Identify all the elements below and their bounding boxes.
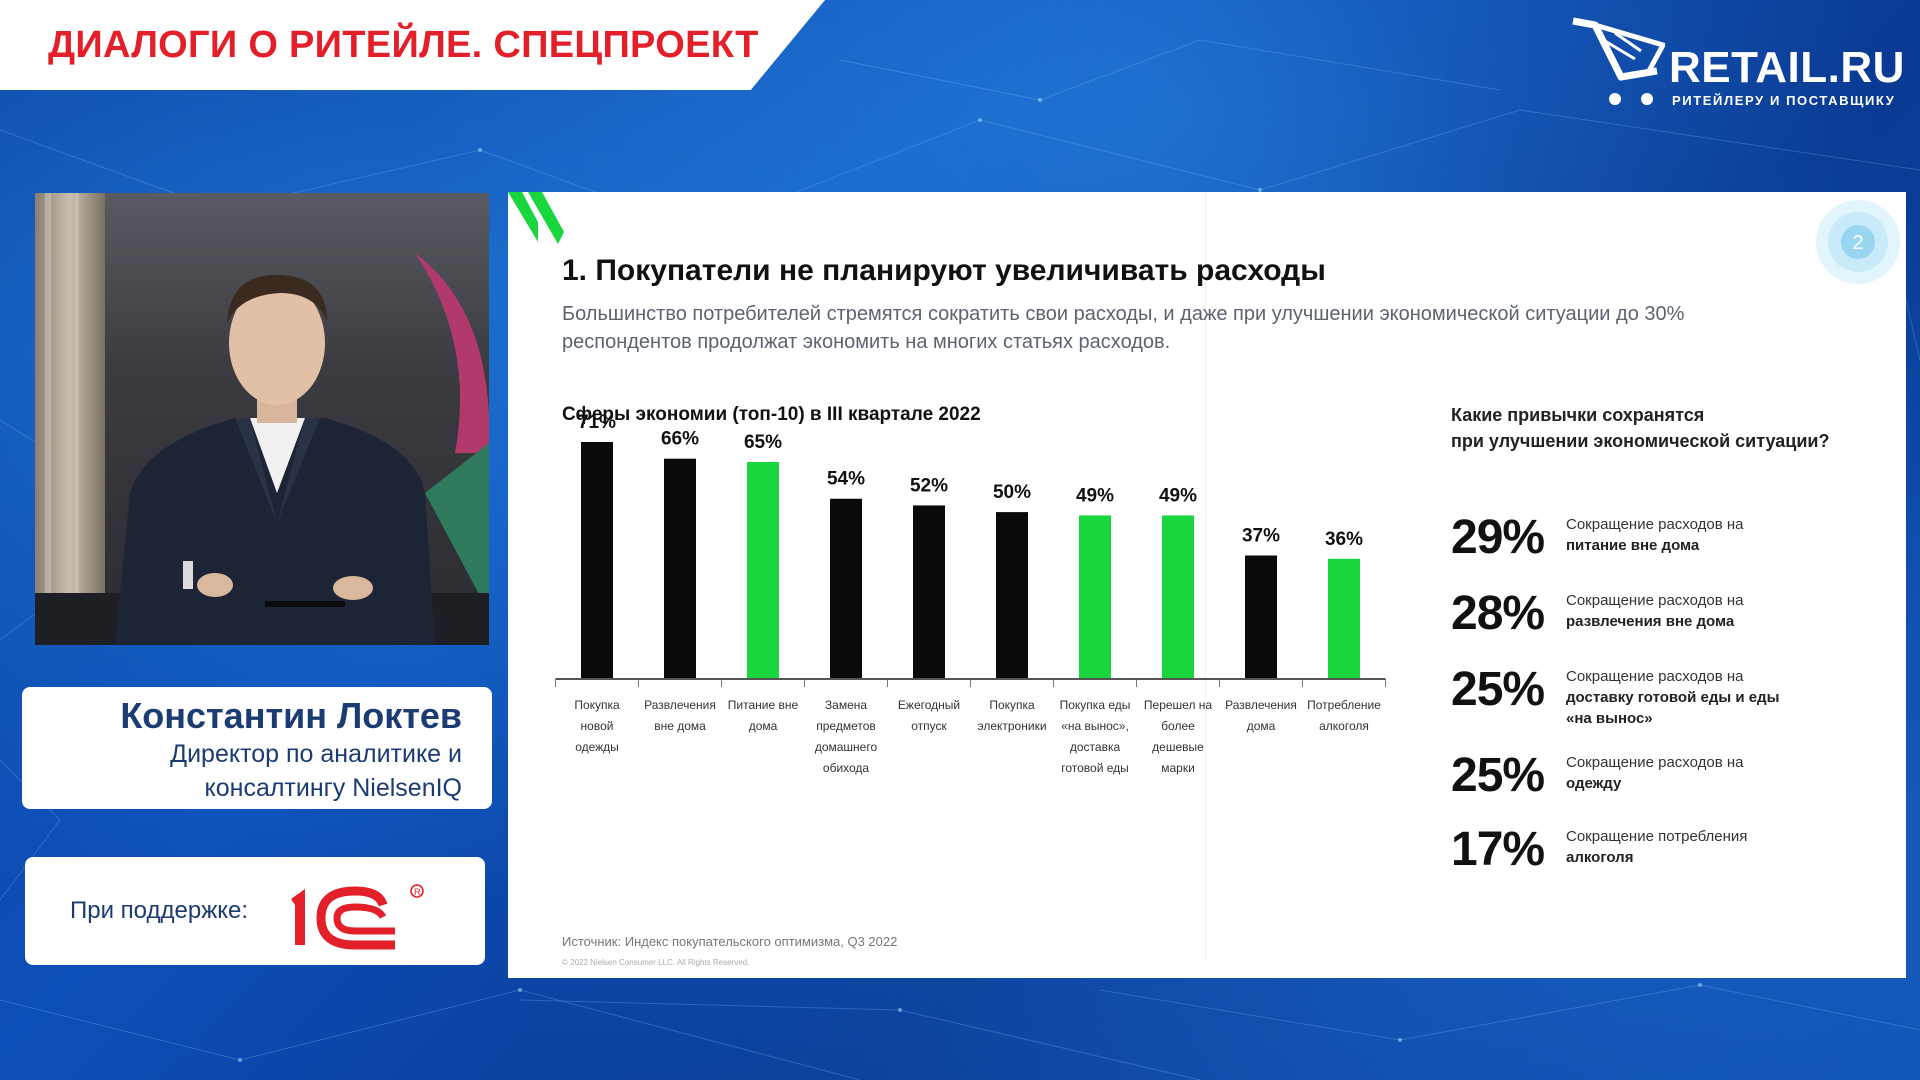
habit-text-line2: развлечения вне дома [1566, 613, 1735, 630]
habits-title: Какие привычки сохранятся при улучшении … [1451, 402, 1829, 454]
habit-text-line2: алкоголя [1566, 849, 1634, 866]
chart-category-label: Покупка новой одежды [574, 698, 620, 754]
chart-value-label: 49% [1076, 485, 1114, 506]
chart-category-label: Ежегодный отпуск [898, 698, 960, 733]
habit-text-line2: доставку готовой еды и еды «на вынос» [1566, 689, 1780, 727]
chart-value-label: 37% [1242, 525, 1280, 546]
habit-percent: 28% [1451, 587, 1545, 640]
chart-bar [830, 498, 862, 679]
habit-text: Сокращение расходов на развлечения вне д… [1566, 590, 1806, 632]
source-note: Источник: Индекс покупательского оптимиз… [562, 934, 898, 949]
slide-subtitle: Большинство потребителей стремятся сокра… [562, 303, 1685, 353]
slide-title: 1. Покупатели не планируют увеличивать р… [562, 254, 1326, 287]
cart-icon [1572, 17, 1665, 105]
chart-value-label: 71% [578, 412, 616, 433]
retail-logo-tagline: РИТЕЙЛЕРУ И ПОСТАВЩИКУ [1672, 93, 1896, 108]
chart-category-label: Покупка электроники [977, 698, 1046, 733]
presentation-slide: 2 1. Покупатели не планируют увеличивать… [508, 192, 1906, 978]
savings-bar-chart: 71% Покупка новой одежды 66% Развлечения вне д… [555, 412, 1386, 775]
habit-text-line2: одежду [1566, 775, 1622, 792]
chart-value-label: 65% [744, 432, 782, 453]
habit-text-line1: Сокращение расходов на [1566, 516, 1744, 533]
habit-text-line1: Сокращение расходов на [1566, 668, 1744, 685]
page-number-badge: 2 [1816, 200, 1900, 284]
chart-category-label: Развлечения дома [1225, 698, 1297, 733]
habit-text-line1: Сокращение расходов на [1566, 754, 1744, 771]
chart-value-label: 49% [1159, 485, 1197, 506]
chart-bar [1328, 558, 1360, 679]
habit-text: Сокращение расходов на одежду [1566, 752, 1806, 794]
chart-value-label: 50% [993, 482, 1031, 503]
chart-category-label: Потребление алкоголя [1307, 698, 1381, 733]
speaker-name-card: Константин Локтев Директор по аналитике … [22, 687, 492, 809]
chart-category-label: Покупка еды «на вынос», доставка готовой ед… [1060, 698, 1131, 775]
chart-bar [913, 505, 945, 679]
svg-text:R: R [414, 887, 421, 897]
chart-title: Сферы экономии (топ-10) в III квартале 2… [562, 404, 981, 425]
chart-category-label: Замена предметов домашнего обихода [815, 698, 878, 775]
chart-value-label: 52% [910, 475, 948, 496]
habit-text-line1: Сокращение потребления [1566, 828, 1748, 845]
chart-bar [664, 458, 696, 679]
speaker-video [35, 193, 489, 645]
speaker-role: Директор по аналитике и консалтингу Niel… [170, 737, 462, 805]
habit-text: Сокращение расходов на питание вне дома [1566, 514, 1806, 556]
habit-percent: 25% [1451, 663, 1545, 716]
speaker-name: Константин Локтев [120, 695, 462, 736]
chart-category-label: Развлечения вне дома [644, 698, 716, 733]
chart-bar [1079, 515, 1111, 679]
chart-category-label: Питание вне дома [728, 698, 799, 733]
chart-bar [1245, 555, 1277, 679]
1c-logo: R [291, 884, 424, 950]
chart-bar [747, 462, 779, 679]
top-banner: ДИАЛОГИ О РИТЕЙЛЕ. СПЕЦПРОЕКТ [0, 0, 825, 90]
page-number: 2 [1852, 232, 1863, 254]
habits-title-line2: при улучшении экономической ситуации? [1451, 431, 1830, 451]
habit-text: Сокращение потребления алкоголя [1566, 826, 1806, 868]
habit-text: Сокращение расходов на доставку готовой … [1566, 666, 1806, 729]
habit-percent: 29% [1451, 511, 1545, 564]
speaker-role-line1: Директор по аналитике и [170, 740, 462, 768]
chart-bar [581, 442, 613, 679]
chart-value-label: 36% [1325, 529, 1363, 550]
chart-value-label: 54% [827, 469, 865, 490]
nielseniq-mark-icon [508, 192, 564, 244]
sponsor-label: При поддержке: [70, 897, 249, 924]
retail-logo: RETAIL.RU РИТЕЙЛЕРУ И ПОСТАВЩИКУ [1565, 15, 1905, 115]
chart-value-label: 66% [661, 429, 699, 450]
retail-logo-name: RETAIL.RU [1669, 43, 1905, 92]
sponsor-card: При поддержке: R [25, 857, 485, 965]
speaker-image [35, 193, 489, 645]
habit-percent: 25% [1451, 749, 1545, 802]
habit-text-line2: питание вне дома [1566, 537, 1700, 554]
banner-title: ДИАЛОГИ О РИТЕЙЛЕ. СПЕЦПРОЕКТ [48, 24, 759, 66]
habits-title-line1: Какие привычки сохранятся [1451, 405, 1705, 425]
chart-bar [1162, 515, 1194, 679]
copyright-note: © 2022 Nielsen Consumer LLC. All Rights … [562, 958, 750, 967]
chart-bar [996, 512, 1028, 679]
slide-divider [1205, 192, 1206, 962]
speaker-role-line2: консалтингу NielsenIQ [204, 774, 462, 802]
habit-text-line1: Сокращение расходов на [1566, 592, 1744, 609]
chart-category-label: Перешел на более дешевые марки [1144, 698, 1213, 775]
habit-percent: 17% [1451, 823, 1545, 876]
